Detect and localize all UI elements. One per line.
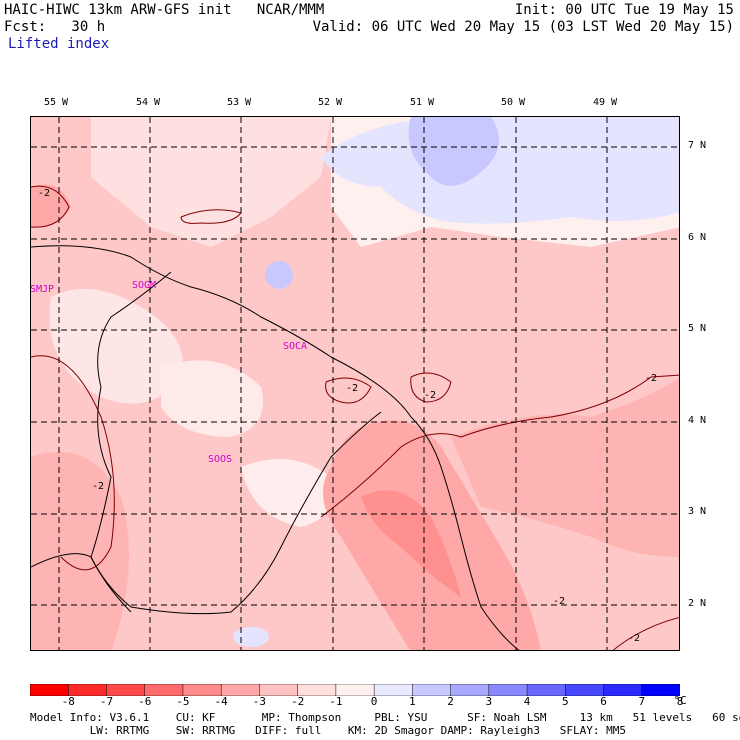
dark-region-east (451, 378, 679, 557)
country-border (31, 553, 132, 613)
colorbar-swatches (29, 683, 681, 697)
light-region-central (161, 360, 263, 437)
lon-label-50w: 50 W (501, 97, 526, 108)
contour-line (31, 355, 115, 571)
colorbar-tick-label: 1 (409, 695, 416, 708)
colorbar-tick-label: 7 (638, 695, 646, 708)
lon-label-55w: 55 W (44, 97, 69, 108)
light-region-south (241, 459, 333, 527)
valid-time: Valid: 06 UTC Wed 20 May 15 (03 LST Wed … (312, 19, 734, 35)
model-title: HAIC-HIWC 13km ARW-GFS init NCAR/MMM (4, 2, 325, 18)
light-region-north (91, 117, 331, 247)
colorbar-tick-label: -7 (99, 695, 114, 708)
colorbar-tick-label: 5 (561, 695, 569, 708)
contour-line (31, 185, 70, 228)
model-info-line1: Model Info: V3.6.1 CU: KF MP: Thompson P… (30, 711, 740, 724)
colorbar-tick-label: -8 (61, 695, 75, 708)
lon-label-54w: 54 W (136, 97, 161, 108)
station-label: SOGM (132, 280, 157, 291)
colorbar-tick-label: 2 (447, 695, 454, 708)
blue-spot (265, 261, 293, 289)
contour-line (320, 374, 679, 518)
colorbar-tick-label: 3 (485, 695, 493, 708)
colorbar-tick-label: -3 (252, 695, 267, 708)
contour-label: -2 (38, 188, 51, 199)
init-time: Init: 00 UTC Tue 19 May 15 (514, 2, 734, 18)
station-label: SMJP (30, 284, 55, 295)
colorbar-tick-label: 6 (600, 695, 607, 708)
lifted-index-map (30, 116, 680, 651)
lon-label-49w: 49 W (593, 97, 618, 108)
station-label: SOOS (208, 454, 233, 465)
colorbar-tick-label: -6 (138, 695, 152, 708)
blue-spot-south (233, 627, 269, 647)
light-region-west (49, 289, 183, 404)
map-canvas (31, 117, 679, 650)
contour-label: -2 (92, 481, 105, 492)
contour-line (612, 617, 679, 650)
lat-label-7n: 7 N (688, 140, 707, 151)
lat-label-6n: 6 N (688, 232, 707, 243)
blue-core-north (408, 117, 499, 186)
contour-label: -2 (628, 633, 641, 644)
colorbar-tick-label: 4 (523, 695, 531, 708)
contour-line (325, 377, 372, 404)
colorbar (29, 681, 681, 697)
contour-label: -2 (645, 373, 658, 384)
coastline (31, 245, 520, 650)
colorbar-tick-label: -4 (214, 695, 228, 708)
station-label: SOCA (283, 341, 308, 352)
darkest-region (361, 490, 461, 597)
colorbar-tick-label: -1 (329, 695, 343, 708)
contour-label: -2 (424, 390, 437, 401)
colorbar-tick-label: 0 (370, 695, 378, 708)
lat-label-5n: 5 N (688, 323, 707, 334)
lat-label-4n: 4 N (688, 415, 707, 426)
colorbar-unit: °C (673, 694, 687, 707)
field-title: Lifted index (8, 36, 110, 52)
lon-label-51w: 51 W (410, 97, 435, 108)
lat-label-3n: 3 N (688, 506, 707, 517)
colorbar-tick-label: 8 (676, 695, 684, 708)
lon-label-53w: 53 W (227, 97, 252, 108)
lat-label-2n: 2 N (688, 598, 707, 609)
colorbar-tick-label: -2 (291, 695, 305, 708)
colorbar-tick-label: -5 (176, 695, 190, 708)
graticule (31, 117, 679, 650)
contour-label: -2 (553, 596, 566, 607)
forecast-hour: Fcst: 30 h (4, 19, 106, 35)
lon-label-52w: 52 W (318, 97, 343, 108)
country-border (90, 271, 382, 615)
model-info-line2: LW: RRTMG SW: RRTMG DIFF: full KM: 2D Sm… (30, 724, 627, 737)
contour-line (180, 209, 242, 224)
dark-region-southwest (31, 452, 129, 650)
contour-label: -2 (346, 383, 359, 394)
contour-line (410, 372, 452, 403)
